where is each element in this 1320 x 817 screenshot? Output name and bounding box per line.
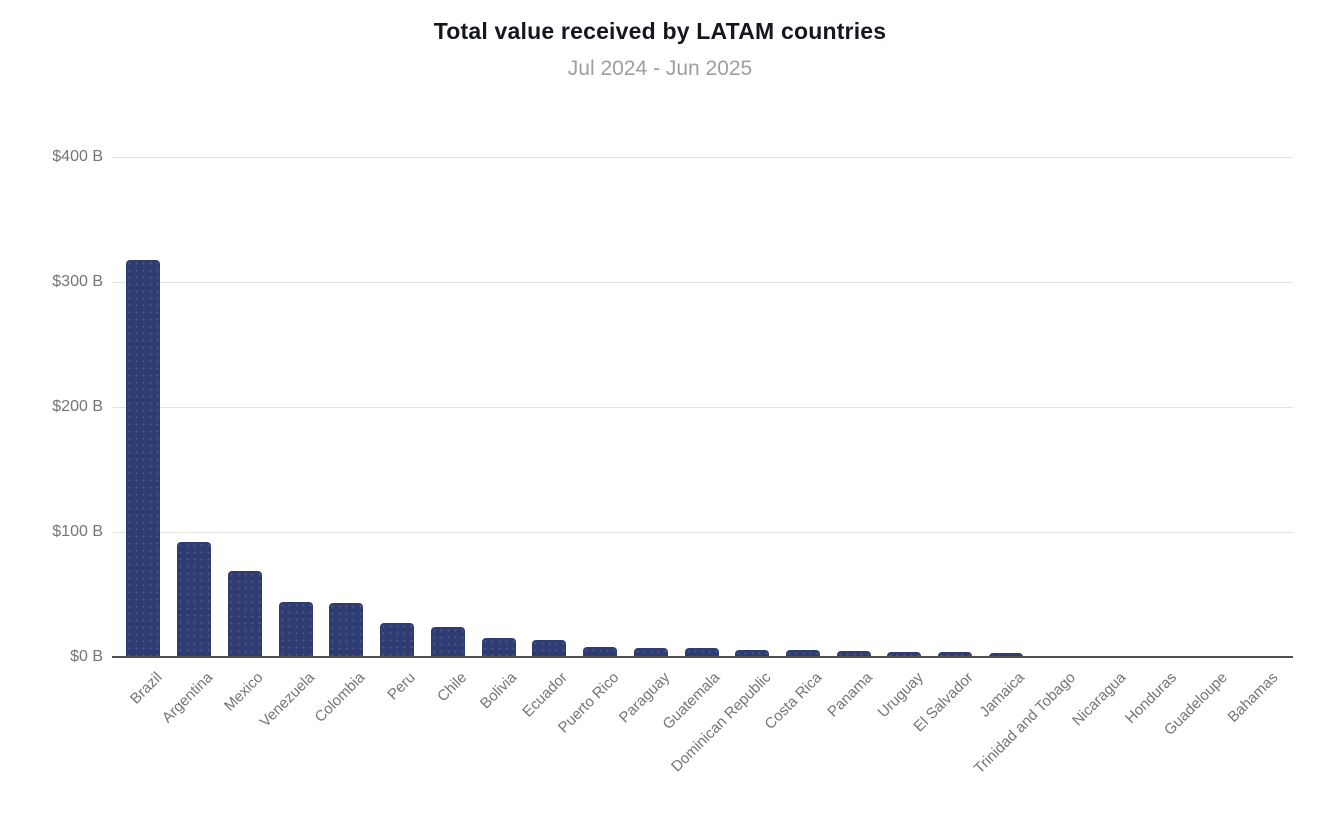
gridline-400 xyxy=(112,156,1293,158)
bar-jamaica xyxy=(988,653,1023,657)
bar-paraguay xyxy=(633,648,668,657)
x-axis-label-peru: Peru xyxy=(384,669,420,704)
y-axis-tick-label: $100 B xyxy=(52,523,103,540)
bar-argentina xyxy=(177,542,212,657)
bar-colombia xyxy=(329,603,364,657)
bar-venezuela xyxy=(278,602,313,657)
bar-el-salvador xyxy=(938,652,973,657)
x-axis-label-mexico: Mexico xyxy=(221,669,267,715)
y-axis-tick-label: $400 B xyxy=(52,148,103,165)
x-axis-label-bahamas: Bahamas xyxy=(1224,669,1282,726)
y-axis-tick-label: $0 B xyxy=(70,648,103,665)
x-axis-label-brazil: Brazil xyxy=(126,669,166,708)
y-axis-tick-label: $300 B xyxy=(52,273,103,290)
gridline-300 xyxy=(112,281,1293,283)
gridline-100 xyxy=(112,531,1293,533)
x-axis-label-chile: Chile xyxy=(433,669,470,706)
x-axis-label-bolivia: Bolivia xyxy=(477,669,521,713)
bar-ecuador xyxy=(532,639,567,657)
chart-subtitle: Jul 2024 - Jun 2025 xyxy=(567,57,753,80)
bar-panama xyxy=(836,650,871,657)
bar-dominican-republic xyxy=(735,649,770,657)
bar-chile xyxy=(430,627,465,657)
bar-bolivia xyxy=(481,638,516,657)
chart-title: Total value received by LATAM countries xyxy=(433,18,887,44)
bar-costa-rica xyxy=(785,649,820,657)
x-axis-label-panama: Panama xyxy=(824,669,876,721)
x-axis-label-ecuador: Ecuador xyxy=(519,669,572,721)
bar-mexico xyxy=(227,570,262,657)
x-axis-label-argentina: Argentina xyxy=(158,669,217,727)
bar-peru xyxy=(380,623,415,657)
y-axis-tick-label: $200 B xyxy=(52,398,103,415)
x-axis-label-venezuela: Venezuela xyxy=(256,669,318,731)
x-axis-label-jamaica: Jamaica xyxy=(976,669,1028,721)
x-axis-label-trinidad-and-tobago: Trinidad and Tobago xyxy=(970,669,1079,778)
bar-uruguay xyxy=(887,652,922,657)
gridline-200 xyxy=(112,406,1293,408)
bar-guatemala xyxy=(684,648,719,657)
x-axis-label-colombia: Colombia xyxy=(311,669,369,726)
x-axis-label-nicaragua: Nicaragua xyxy=(1069,669,1130,730)
x-axis-line xyxy=(112,655,1293,658)
x-axis-label-dominican-republic: Dominican Republic xyxy=(667,669,775,776)
bar-puerto-rico xyxy=(583,647,618,657)
bar-brazil xyxy=(126,259,161,657)
